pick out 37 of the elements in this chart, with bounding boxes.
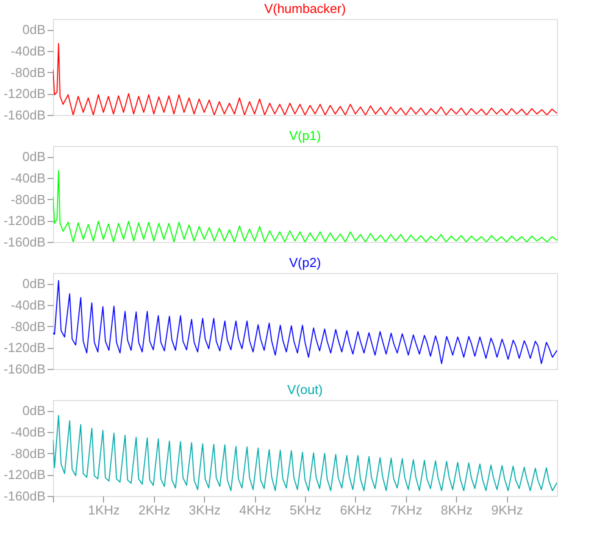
line-series [53, 414, 557, 492]
y-tick-label: -40dB [10, 44, 46, 58]
x-tick-label: 6KHz [340, 502, 372, 518]
chart-title: V(p2) [289, 255, 321, 270]
y-tick-label: -40dB [10, 424, 46, 440]
y-tick-label: 0dB [22, 403, 46, 418]
y-tick-label: -160dB [4, 362, 46, 376]
x-tick-label: 5KHz [290, 502, 322, 518]
chart-title: V(humbacker) [264, 1, 346, 16]
line-series [53, 170, 557, 242]
chart-title: V(out) [287, 382, 323, 397]
x-tick-label: 7KHz [390, 502, 422, 518]
x-tick-label: 1KHz [88, 502, 120, 518]
y-tick-label: -120dB [4, 86, 46, 102]
y-tick-label: -40dB [10, 170, 46, 186]
y-tick-label: -80dB [10, 318, 46, 334]
y-tick-label: -160dB [4, 234, 46, 250]
y-tick-label: 0dB [22, 149, 46, 164]
line-series [53, 43, 557, 115]
x-tick-label: 3KHz [188, 502, 221, 518]
x-tick-label: 8KHz [440, 502, 473, 518]
line-series [53, 280, 557, 364]
x-tick-label: 9KHz [491, 502, 523, 518]
chart-title: V(p1) [289, 128, 321, 143]
y-tick-label: 0dB [22, 22, 46, 38]
y-tick-label: -80dB [10, 446, 46, 461]
y-tick-label: 0dB [22, 276, 46, 292]
y-tick-label: -120dB [4, 340, 46, 356]
y-tick-label: -120dB [4, 213, 46, 228]
x-tick-label: 4KHz [239, 502, 271, 518]
x-tick-label: 2KHz [138, 502, 170, 518]
y-tick-label: -40dB [10, 298, 46, 312]
y-tick-label: -80dB [10, 64, 46, 80]
y-tick-label: -160dB [4, 108, 46, 122]
y-tick-label: -160dB [4, 488, 46, 504]
y-tick-label: -120dB [4, 467, 46, 482]
y-tick-label: -80dB [10, 192, 46, 207]
